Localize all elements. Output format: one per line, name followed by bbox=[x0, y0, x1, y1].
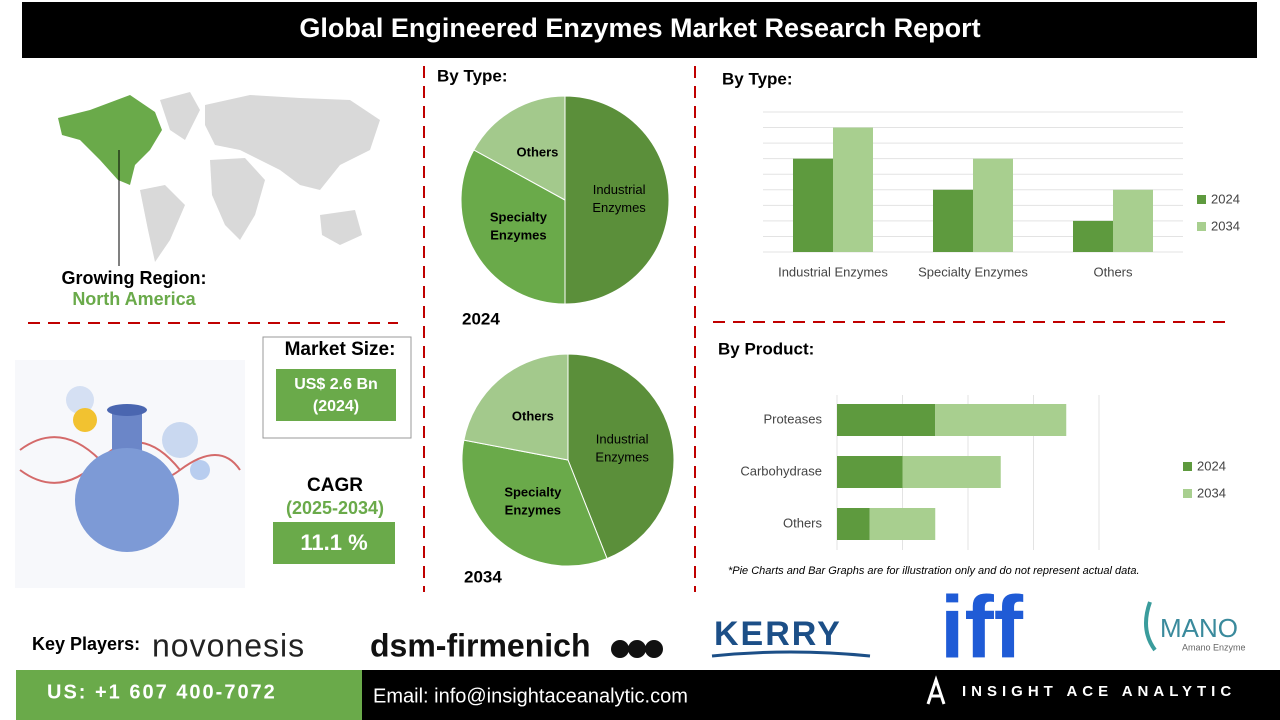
slice-label: Others bbox=[512, 409, 554, 424]
slice-label: Industrial Enzymes bbox=[592, 182, 646, 215]
pie-slice bbox=[567, 353, 675, 560]
slice-label: Specialty Enzymes bbox=[504, 485, 562, 518]
world-map bbox=[140, 92, 380, 262]
footer-bg bbox=[362, 670, 1280, 720]
legend-label: 2034 bbox=[1197, 485, 1226, 500]
logo-novonesis: novonesis bbox=[152, 627, 305, 663]
x-tick-label: Industrial Enzymes bbox=[778, 264, 888, 279]
north-america bbox=[58, 95, 162, 185]
slice-label-line: Industrial bbox=[593, 182, 646, 197]
header-bar bbox=[22, 2, 1257, 58]
slice-label: Specialty Enzymes bbox=[490, 210, 548, 243]
slice-label-line: Industrial bbox=[596, 432, 649, 447]
slice-label-line: Specialty bbox=[490, 210, 548, 225]
legend-swatch bbox=[1183, 489, 1192, 498]
market-size-value: US$ 2.6 Bn bbox=[294, 376, 378, 393]
bar bbox=[902, 456, 1001, 488]
footer-phone: US: +1 607 400-7072 bbox=[47, 681, 277, 703]
slice-label-line: Others bbox=[517, 145, 559, 160]
slice-label: Others bbox=[517, 145, 559, 160]
key-players-label: Key Players: bbox=[32, 634, 140, 654]
footer-email: Email: info@insightaceanalytic.com bbox=[373, 685, 688, 707]
market-size-year: (2024) bbox=[313, 398, 359, 415]
bar bbox=[837, 456, 903, 488]
bar bbox=[933, 189, 973, 252]
dsm-dots bbox=[611, 640, 663, 658]
legend-label: 2024 bbox=[1211, 191, 1240, 206]
pie-slice bbox=[564, 95, 670, 305]
bar bbox=[833, 127, 873, 252]
chart-caption: 2034 bbox=[464, 567, 502, 586]
bar bbox=[1073, 220, 1113, 252]
logo-amano-sub: Amano Enzyme bbox=[1182, 642, 1246, 652]
brand-icon bbox=[926, 675, 946, 705]
region-value: North America bbox=[72, 289, 196, 309]
y-tick-label: Proteases bbox=[763, 411, 822, 426]
slice-label-line: Specialty bbox=[504, 485, 562, 500]
pie-slice bbox=[463, 353, 569, 461]
y-tick-label: Others bbox=[783, 515, 823, 530]
bar bbox=[793, 158, 833, 252]
header-title: Global Engineered Enzymes Market Researc… bbox=[299, 13, 980, 43]
cagr-badge bbox=[273, 522, 395, 564]
chart-caption: 2024 bbox=[462, 309, 500, 328]
market-size-label: Market Size: bbox=[285, 339, 396, 360]
bar bbox=[837, 404, 936, 436]
bar bbox=[935, 404, 1067, 436]
slice-label-line: Enzymes bbox=[592, 200, 646, 215]
legend-swatch bbox=[1197, 195, 1206, 204]
logo-iff: iff bbox=[940, 577, 1024, 676]
cagr-value: 11.1 % bbox=[300, 530, 367, 555]
x-tick-label: Others bbox=[1093, 264, 1133, 279]
logo-mano: MANO bbox=[1160, 613, 1238, 643]
legend-label: 2024 bbox=[1197, 458, 1226, 473]
logo-kerry: KERRY bbox=[714, 615, 842, 653]
legend-swatch bbox=[1183, 462, 1192, 471]
slice-label-line: Enzymes bbox=[505, 503, 561, 518]
bar bbox=[973, 158, 1013, 252]
pie-slice bbox=[461, 439, 608, 567]
legend-swatch bbox=[1197, 222, 1206, 231]
slice-label-line: Enzymes bbox=[490, 228, 546, 243]
chart-title: By Type: bbox=[437, 66, 508, 85]
slice-label-line: Others bbox=[512, 409, 554, 424]
slice-label: Industrial Enzymes bbox=[595, 432, 649, 465]
bar bbox=[837, 508, 870, 540]
slice-label-line: Enzymes bbox=[595, 450, 649, 465]
market-size-badge bbox=[276, 369, 396, 421]
x-tick-label: Specialty Enzymes bbox=[918, 264, 1028, 279]
legend-label: 2034 bbox=[1211, 218, 1240, 233]
mano-mark bbox=[1144, 601, 1157, 652]
cagr-period: (2025-2034) bbox=[286, 498, 384, 518]
y-tick-label: Carbohydrase bbox=[740, 463, 822, 478]
cagr-label: CAGR bbox=[307, 475, 363, 496]
chart-title: By Product: bbox=[718, 339, 814, 358]
kerry-swoosh bbox=[711, 650, 871, 658]
footer-brand: INSIGHT ACE ANALYTIC bbox=[962, 683, 1236, 700]
pie-slice bbox=[473, 95, 566, 201]
footer-phone-bg bbox=[16, 670, 362, 720]
pie-slice bbox=[460, 149, 566, 305]
illustration bbox=[15, 360, 245, 588]
logo-dsm: dsm-firmenich bbox=[370, 627, 590, 663]
chart-title: By Type: bbox=[722, 69, 793, 88]
bar bbox=[1113, 189, 1153, 252]
disclaimer: *Pie Charts and Bar Graphs are for illus… bbox=[728, 565, 1140, 577]
region-label: Growing Region: bbox=[62, 268, 207, 288]
bar bbox=[869, 508, 936, 540]
